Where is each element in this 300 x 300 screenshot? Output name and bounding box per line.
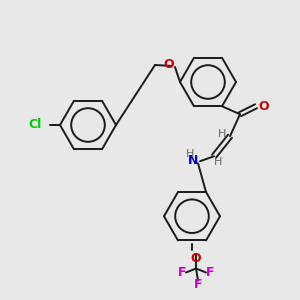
Text: O: O xyxy=(258,100,268,113)
Text: F: F xyxy=(206,266,214,279)
Text: H: H xyxy=(218,129,226,139)
Text: H: H xyxy=(214,157,222,167)
Text: F: F xyxy=(178,266,186,279)
Text: O: O xyxy=(164,58,174,70)
Text: H: H xyxy=(186,149,194,159)
Text: O: O xyxy=(191,253,201,266)
Text: F: F xyxy=(194,278,202,291)
Text: Cl: Cl xyxy=(29,118,42,131)
Text: N: N xyxy=(188,154,198,167)
